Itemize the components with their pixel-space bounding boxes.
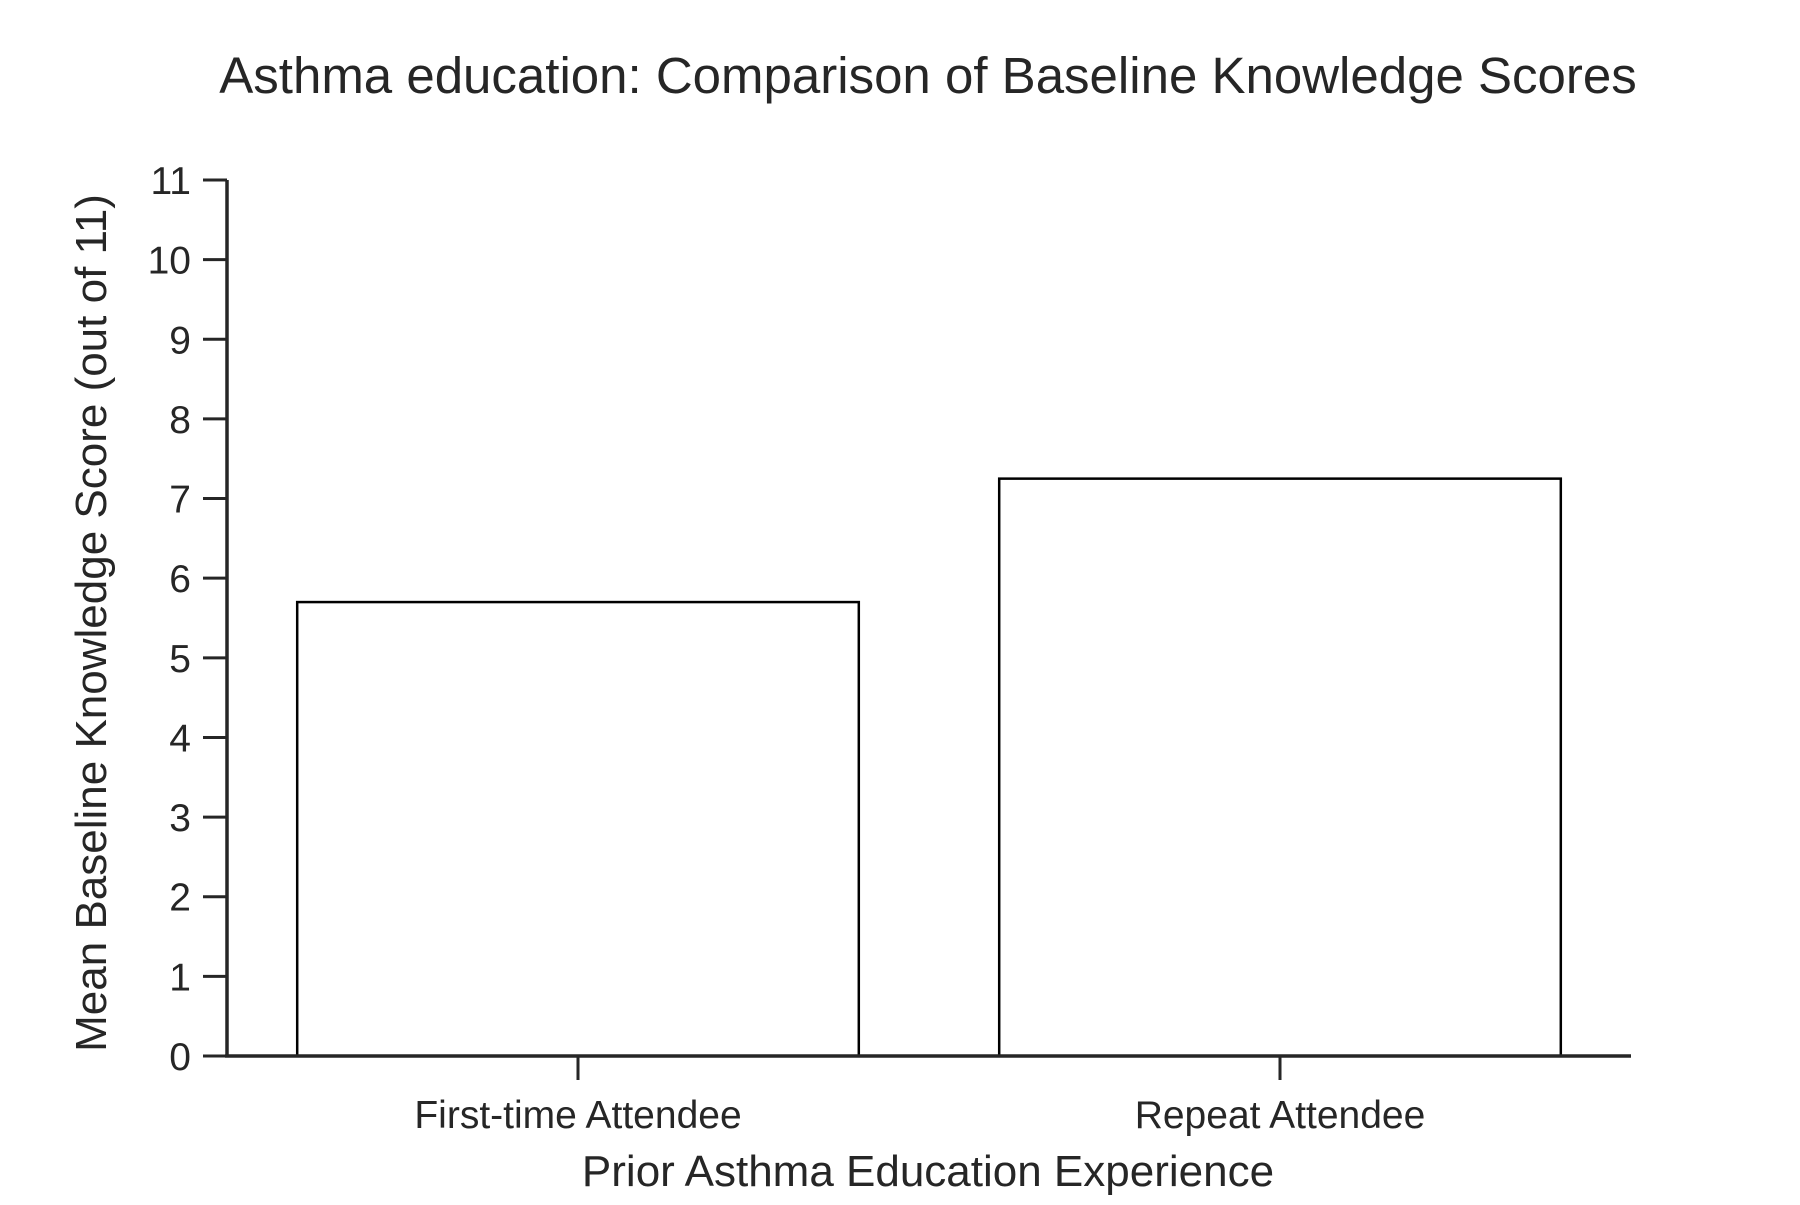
y-tick-label: 7 bbox=[169, 479, 191, 522]
y-tick-label: 2 bbox=[169, 877, 191, 920]
bar-repeat-attendee bbox=[997, 477, 1563, 1058]
y-axis-ticks: 0 1 2 3 4 5 6 7 8 9 10 11 bbox=[148, 160, 227, 1079]
y-tick-label: 6 bbox=[169, 558, 191, 601]
bar-first-time-attendee bbox=[295, 600, 861, 1058]
y-tick-label: 4 bbox=[169, 717, 191, 760]
bars-group bbox=[295, 477, 1563, 1058]
y-tick-label: 8 bbox=[169, 399, 191, 442]
y-tick-label: 3 bbox=[169, 797, 191, 840]
y-axis-label: Mean Baseline Knowledge Score (out of 11… bbox=[67, 194, 116, 1052]
x-tick-label: Repeat Attendee bbox=[1135, 1094, 1426, 1137]
y-tick-label: 11 bbox=[151, 160, 192, 203]
x-axis-ticks: First-time Attendee Repeat Attendee bbox=[414, 1056, 1425, 1137]
y-tick-label: 1 bbox=[169, 956, 191, 999]
y-tick-label: 0 bbox=[169, 1036, 191, 1079]
y-tick-label: 10 bbox=[148, 240, 191, 283]
x-axis-label: Prior Asthma Education Experience bbox=[582, 1147, 1274, 1196]
y-tick-label: 5 bbox=[169, 638, 191, 681]
y-tick-label: 9 bbox=[169, 319, 191, 362]
x-tick-label: First-time Attendee bbox=[414, 1094, 741, 1137]
chart-title: Asthma education: Comparison of Baseline… bbox=[219, 47, 1636, 104]
